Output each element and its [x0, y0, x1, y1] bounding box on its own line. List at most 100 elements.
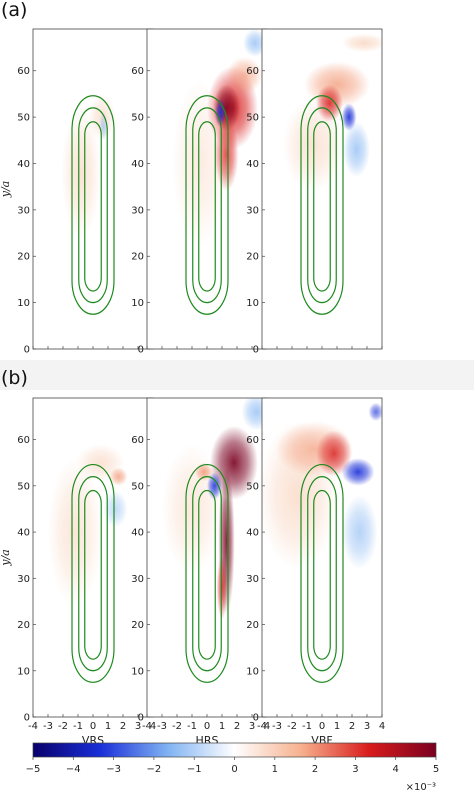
y-tick-label: 30: [17, 205, 30, 216]
y-tick-label: 0: [253, 345, 259, 356]
colorbar-tick-label: 1: [272, 764, 278, 775]
y-tick-label: 30: [17, 574, 30, 585]
contour-line-1: [71, 463, 115, 683]
heat-blob: [283, 98, 343, 192]
heat-blob: [368, 402, 382, 422]
contour-line-1: [185, 463, 229, 683]
y-tick-label: 60: [131, 66, 144, 77]
x-tick-label: 4: [379, 721, 385, 732]
y-tick-label: 50: [246, 481, 259, 492]
y-tick-label: 0: [253, 713, 259, 724]
heat-blob: [76, 444, 125, 482]
y-tick-label: 20: [17, 620, 30, 631]
x-tick-label: -2: [58, 721, 68, 732]
x-tick-label: 3: [249, 721, 255, 732]
contour-line-1: [300, 95, 344, 315]
contour-line-3: [313, 121, 331, 292]
colorbar-tick-label: −1: [187, 764, 202, 775]
y-tick-label: 30: [131, 205, 144, 216]
x-tick-label: 3: [135, 721, 141, 732]
y-tick-label: 0: [24, 713, 30, 724]
subplot-vrs-a: 0 10 20 30 40 50 60 y/a: [0, 28, 154, 356]
x-tick-label: -4: [142, 721, 152, 732]
subplot-hrs-a: 0 10 20 30 40 50 60: [131, 28, 268, 356]
y-tick-label: 40: [246, 159, 259, 170]
heat-blob: [243, 29, 267, 57]
y-tick-label: 0: [24, 345, 30, 356]
contour-line-2: [307, 475, 337, 672]
x-tick-label: 4: [150, 721, 156, 732]
heat-blob: [341, 33, 382, 53]
colorbar-multiplier: ×10⁻³: [406, 782, 436, 793]
x-tick-label: -2: [287, 721, 297, 732]
y-tick-label: 50: [246, 113, 259, 124]
y-tick-label: 10: [131, 666, 144, 677]
heat-blob: [343, 121, 370, 178]
y-tick-label: 40: [17, 528, 30, 539]
contour-line-2: [78, 475, 108, 672]
heatmap-field: [262, 29, 382, 349]
x-tick-label: -2: [172, 721, 182, 732]
colorbar-tick-label: 4: [393, 764, 399, 775]
y-axis-label: y/a: [0, 181, 12, 198]
y-tick-label: 50: [131, 113, 144, 124]
heat-blob: [226, 56, 263, 94]
x-tick-label: 1: [105, 721, 111, 732]
panel-divider: [0, 360, 474, 390]
contour-line-2: [307, 107, 337, 304]
x-tick-label: -1: [187, 721, 197, 732]
heat-blob: [214, 117, 239, 192]
y-tick-label: 40: [131, 528, 144, 539]
heat-blob: [48, 458, 102, 607]
y-tick-label: 10: [246, 666, 259, 677]
y-tick-label: 10: [131, 298, 144, 309]
y-tick-label: 0: [138, 713, 144, 724]
y-tick-label: 20: [246, 620, 259, 631]
contour-line-2: [78, 107, 108, 304]
y-tick-label: 20: [17, 252, 30, 263]
heat-blob: [341, 495, 378, 570]
contour-line-3: [313, 489, 331, 660]
contour-line-2: [192, 475, 222, 672]
colorbar-tick-label: 5: [433, 764, 439, 775]
y-tick-label: 40: [131, 159, 144, 170]
x-tick-label: -1: [73, 721, 83, 732]
y-tick-label: 60: [17, 435, 30, 446]
heatmap-field: [33, 398, 153, 717]
x-tick-label: 1: [334, 721, 340, 732]
contour-line-3: [84, 121, 102, 292]
x-tick-label: 4: [264, 721, 270, 732]
y-tick-label: 30: [246, 205, 259, 216]
x-tick-label: -3: [157, 721, 167, 732]
heat-blob: [61, 107, 101, 238]
colorbar: −5 −4 −3 −2 −1 0 1 2 3 4 5 ×10⁻³: [26, 742, 439, 793]
y-tick-label: 40: [246, 528, 259, 539]
x-tick-label: -1: [302, 721, 312, 732]
heatmap-field: [147, 398, 267, 717]
y-tick-label: 30: [131, 574, 144, 585]
x-tick-label: 2: [120, 721, 126, 732]
heat-blob: [207, 471, 222, 500]
contour-line-2: [192, 107, 222, 304]
y-tick-label: 10: [17, 298, 30, 309]
x-tick-label: 0: [204, 721, 210, 732]
colorbar-tick-label: −4: [66, 764, 81, 775]
y-tick-label: 10: [246, 298, 259, 309]
heat-blob: [341, 458, 375, 486]
y-tick-label: 50: [17, 113, 30, 124]
colorbar-tick-label: −2: [147, 764, 162, 775]
colorbar-tick-label: 2: [312, 764, 318, 775]
contour-line-3: [198, 121, 216, 292]
y-tick-label: 60: [246, 66, 259, 77]
y-tick-label: 30: [246, 574, 259, 585]
heat-blob: [316, 84, 343, 122]
y-tick-label: 20: [246, 252, 259, 263]
x-tick-label: -3: [272, 721, 282, 732]
contour-line-1: [300, 463, 344, 683]
colorbar-gradient: [32, 742, 437, 758]
x-tick-label: -3: [43, 721, 53, 732]
heat-blob: [241, 398, 267, 431]
y-tick-label: 40: [17, 159, 30, 170]
